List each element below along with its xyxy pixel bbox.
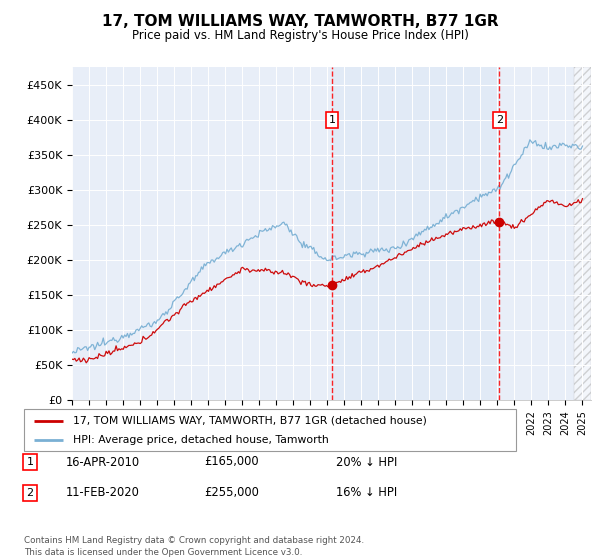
Bar xyxy=(332,67,499,400)
Text: £255,000: £255,000 xyxy=(204,486,259,500)
Text: 1: 1 xyxy=(26,457,34,467)
Bar xyxy=(574,67,591,400)
Text: 16% ↓ HPI: 16% ↓ HPI xyxy=(336,486,397,500)
Text: Price paid vs. HM Land Registry's House Price Index (HPI): Price paid vs. HM Land Registry's House … xyxy=(131,29,469,42)
Text: 20% ↓ HPI: 20% ↓ HPI xyxy=(336,455,397,469)
Text: 17, TOM WILLIAMS WAY, TAMWORTH, B77 1GR: 17, TOM WILLIAMS WAY, TAMWORTH, B77 1GR xyxy=(101,14,499,29)
Text: £165,000: £165,000 xyxy=(204,455,259,469)
Text: 1: 1 xyxy=(329,115,335,125)
Text: 16-APR-2010: 16-APR-2010 xyxy=(66,455,140,469)
Text: HPI: Average price, detached house, Tamworth: HPI: Average price, detached house, Tamw… xyxy=(73,435,329,445)
FancyBboxPatch shape xyxy=(24,409,516,451)
Text: 2: 2 xyxy=(26,488,34,498)
Text: 11-FEB-2020: 11-FEB-2020 xyxy=(66,486,140,500)
Text: Contains HM Land Registry data © Crown copyright and database right 2024.
This d: Contains HM Land Registry data © Crown c… xyxy=(24,536,364,557)
Text: 17, TOM WILLIAMS WAY, TAMWORTH, B77 1GR (detached house): 17, TOM WILLIAMS WAY, TAMWORTH, B77 1GR … xyxy=(73,416,427,426)
Text: 2: 2 xyxy=(496,115,503,125)
